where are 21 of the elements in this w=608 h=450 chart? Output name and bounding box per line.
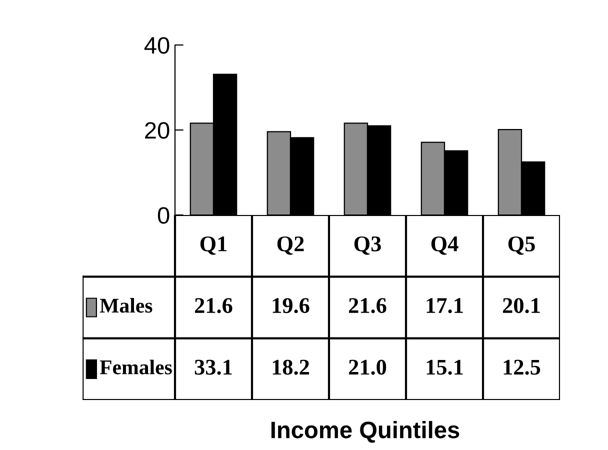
data-label: 21.0 bbox=[348, 360, 386, 375]
text: Income Quintiles bbox=[271, 420, 460, 443]
x-tick-label: Q1 bbox=[200, 236, 227, 255]
data-label: 12.5 bbox=[504, 360, 540, 375]
y-tick-label: 20 bbox=[145, 122, 170, 139]
data-label: 19.6 bbox=[272, 298, 310, 314]
x-tick-label: Q2 bbox=[277, 236, 304, 255]
data-label: 21.6 bbox=[348, 298, 386, 314]
data-label: 21.6 bbox=[194, 298, 232, 314]
x-tick-label: Q5 bbox=[508, 236, 535, 255]
x-tick-label: Q4 bbox=[431, 236, 458, 255]
legend-label: Males bbox=[100, 298, 152, 313]
legend-label: Females bbox=[100, 360, 172, 374]
y-tick-label: 40 bbox=[144, 37, 170, 54]
data-label: 33.1 bbox=[194, 360, 232, 375]
x-tick-label: Q3 bbox=[354, 236, 381, 255]
data-label: 20.1 bbox=[502, 298, 540, 314]
data-label: 15.1 bbox=[426, 360, 463, 375]
y-tick-label: 0 bbox=[158, 207, 170, 224]
data-label: 17.1 bbox=[426, 298, 463, 314]
data-label: 18.2 bbox=[272, 360, 309, 375]
